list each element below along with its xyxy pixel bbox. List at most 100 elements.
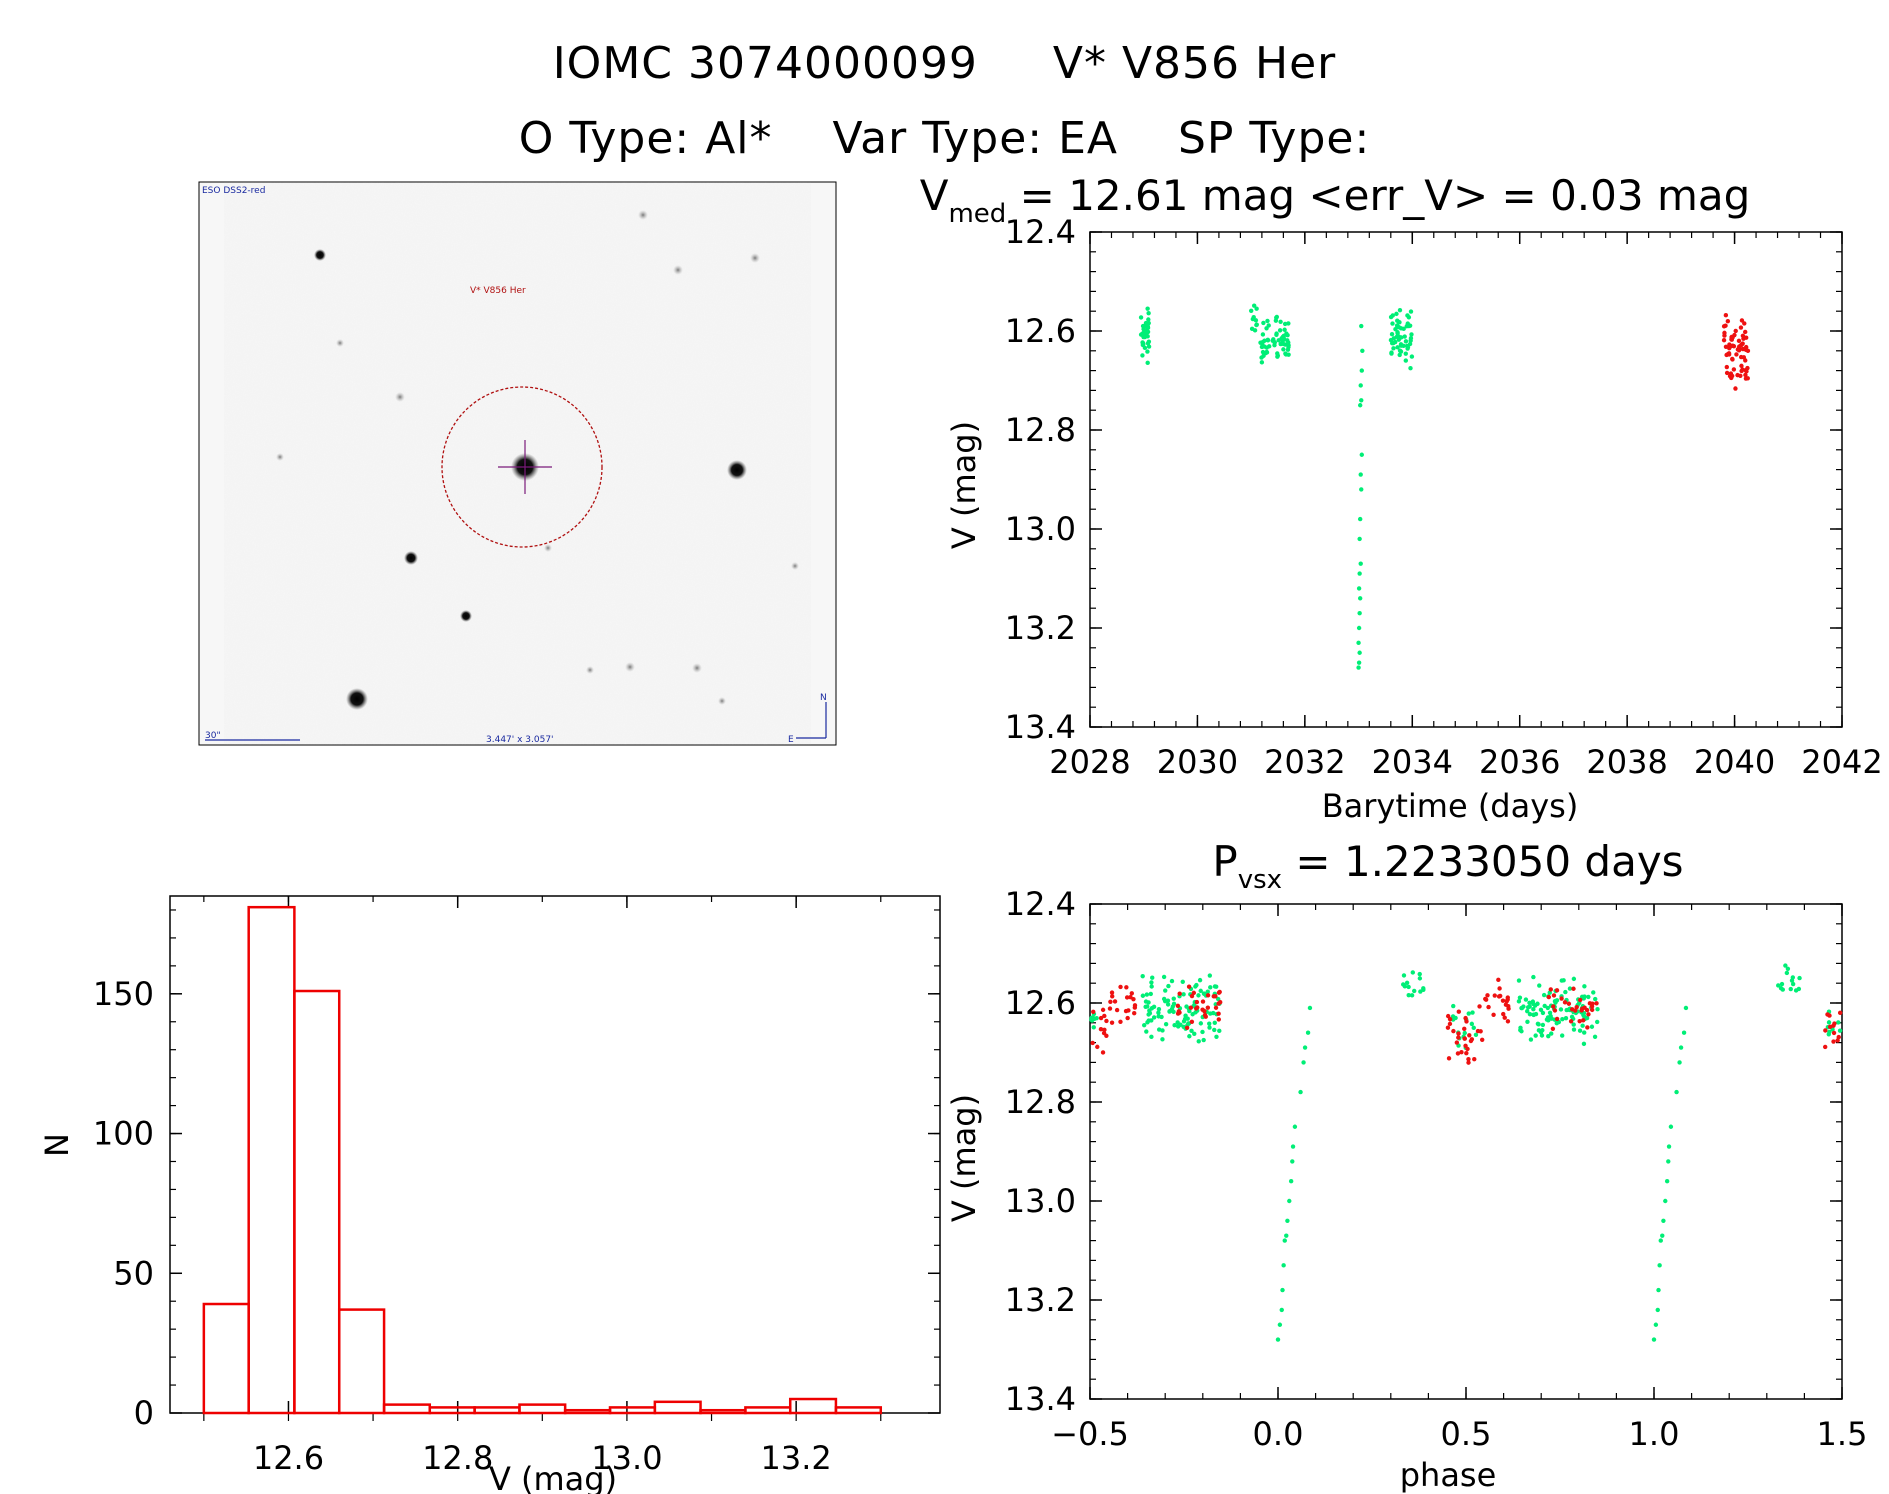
histogram-plot: V (mag) N 12.6 12.8 13.0 13.2 0 50 100 150 (38, 895, 941, 1494)
green-data-point (1141, 1022, 1147, 1028)
red-data-point (1118, 1019, 1123, 1024)
green-data-point (1541, 992, 1547, 998)
green-data-point (1357, 610, 1362, 616)
red-data-point (1203, 1014, 1208, 1019)
green-data-point (1144, 1029, 1149, 1034)
red-data-point (1738, 325, 1744, 330)
red-data-point (1551, 993, 1557, 998)
green-data-point (1198, 1021, 1204, 1026)
red-data-point (1825, 1012, 1830, 1017)
green-data-point (1201, 1037, 1206, 1043)
red-data-point (1124, 995, 1130, 1000)
green-data-point (1145, 306, 1150, 311)
green-data-point (1563, 989, 1568, 995)
green-data-point (1274, 332, 1279, 337)
y-tick-label: 13.4 (1005, 1380, 1076, 1418)
histogram-ylabel: N (38, 1133, 76, 1157)
green-data-point (1197, 977, 1203, 983)
red-data-point (1483, 996, 1488, 1002)
green-data-point (1537, 983, 1542, 988)
red-data-point (1581, 1018, 1586, 1023)
green-data-point (1577, 1028, 1583, 1033)
green-data-point (1399, 343, 1404, 348)
green-data-point (1208, 1011, 1213, 1016)
red-data-point (1462, 1036, 1468, 1041)
green-data-point (1406, 315, 1412, 320)
histogram-bar (608, 1406, 657, 1415)
green-data-point (1360, 348, 1365, 353)
figure-title-line1: IOMC 3074000099 V* V856 Her (0, 38, 1889, 89)
green-data-point (1663, 1198, 1668, 1204)
green-data-point (1397, 307, 1403, 313)
x-tick-label: 2032 (1264, 743, 1345, 781)
histogram-bar (337, 1308, 386, 1415)
green-data-point (1790, 975, 1796, 980)
green-data-point (1518, 1025, 1523, 1030)
lightcurve-title: Vmed = 12.61 mag <err_V> = 0.03 mag (920, 171, 1751, 229)
green-data-point (1201, 991, 1207, 996)
star (460, 610, 472, 622)
histogram-bar (428, 1406, 476, 1415)
green-data-point (1409, 332, 1414, 337)
red-data-point (1104, 1018, 1109, 1024)
red-data-point (1835, 1038, 1840, 1043)
green-data-point (1678, 1045, 1684, 1050)
red-data-point (1191, 990, 1197, 996)
green-data-point (1785, 966, 1791, 972)
green-data-point (1160, 1028, 1165, 1033)
green-data-point (1151, 1015, 1157, 1020)
green-data-point (1582, 1030, 1587, 1035)
green-data-point (1277, 1322, 1283, 1327)
red-data-point (1132, 1010, 1137, 1016)
green-data-point (1278, 319, 1283, 324)
red-data-point (1566, 1001, 1572, 1006)
green-data-point (1527, 1012, 1533, 1017)
red-data-point (1114, 1007, 1120, 1013)
red-data-point (1124, 985, 1129, 990)
green-data-point (1531, 974, 1536, 980)
green-data-point (1471, 1025, 1476, 1031)
star (791, 562, 799, 570)
green-data-point (1547, 1010, 1553, 1015)
green-data-point (1538, 1007, 1544, 1013)
green-data-point (1409, 993, 1415, 998)
green-data-point (1283, 351, 1288, 356)
green-data-point (1292, 1124, 1298, 1129)
red-data-point (1724, 370, 1730, 376)
red-data-point (1186, 984, 1192, 989)
red-data-point (1128, 995, 1133, 1000)
green-data-point (1796, 986, 1802, 992)
green-data-point (1417, 976, 1423, 981)
green-data-point (1145, 360, 1150, 366)
red-data-point (1837, 1010, 1843, 1016)
red-data-point (1486, 1004, 1491, 1010)
green-data-point (1193, 984, 1198, 989)
green-data-point (1357, 596, 1363, 601)
green-data-point (1183, 1013, 1188, 1018)
green-data-point (1563, 1016, 1569, 1021)
red-data-point (1739, 368, 1744, 374)
x-tick-label: 2028 (1049, 743, 1130, 781)
red-data-point (1586, 1012, 1591, 1017)
red-data-point (1109, 1020, 1115, 1025)
green-data-point (1389, 351, 1394, 356)
green-data-point (1172, 1023, 1177, 1028)
green-data-point (1248, 308, 1254, 313)
green-data-point (1282, 321, 1288, 327)
green-data-point (1163, 1021, 1169, 1027)
green-data-point (1162, 998, 1168, 1004)
green-data-point (1790, 981, 1796, 987)
green-data-point (1666, 1159, 1671, 1164)
green-data-point (1187, 1008, 1192, 1014)
green-data-point (1466, 1011, 1471, 1016)
green-data-point (1545, 1015, 1551, 1020)
green-data-point (1391, 346, 1396, 351)
green-data-point (1149, 1006, 1155, 1011)
green-data-point (1401, 982, 1406, 987)
red-data-point (1469, 1037, 1475, 1042)
figure-title-line2: O Type: Al* Var Type: EA SP Type: (0, 113, 1889, 164)
star (314, 249, 326, 261)
green-data-point (1142, 345, 1148, 351)
green-data-point (1390, 321, 1395, 326)
green-data-point (1356, 586, 1362, 591)
